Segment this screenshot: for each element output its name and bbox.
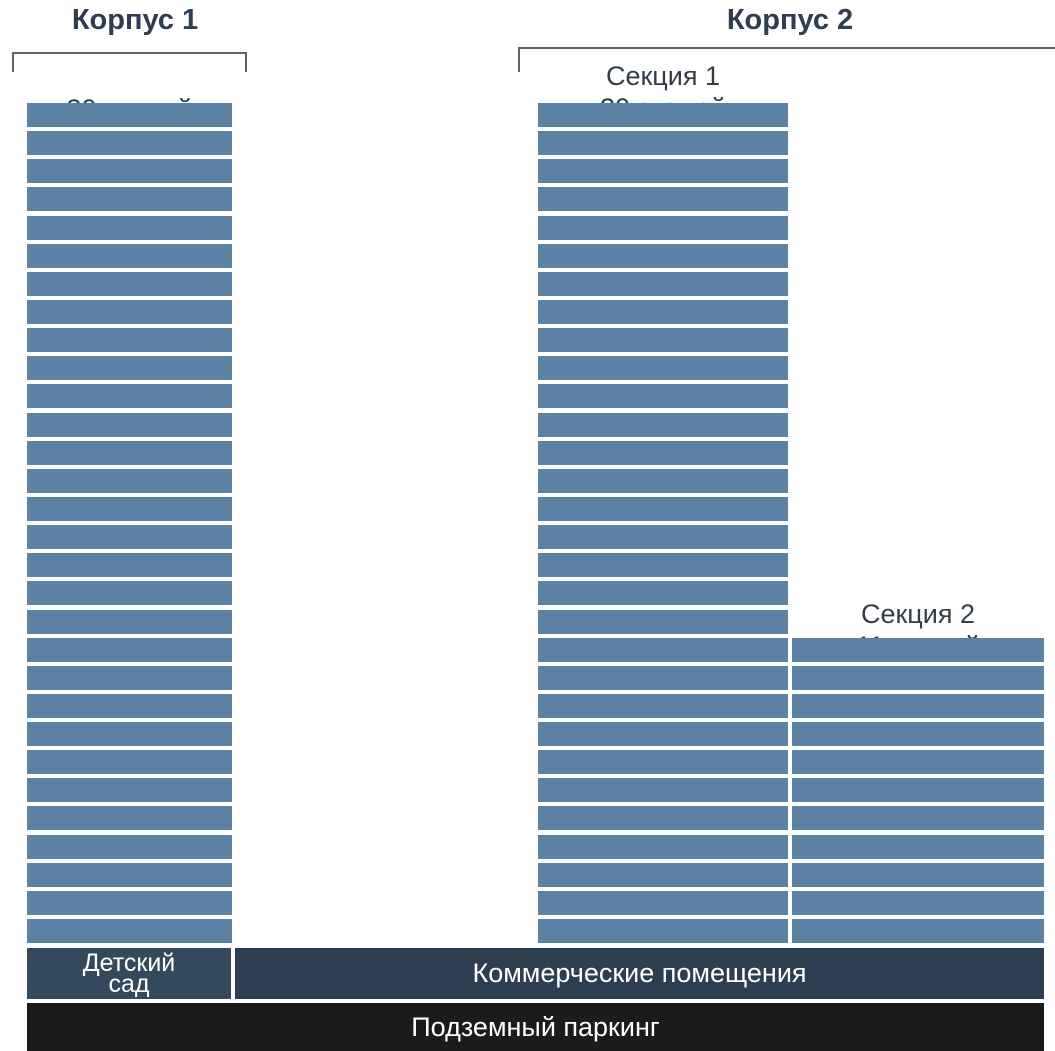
commercial-block: Коммерческие помещения <box>235 948 1044 999</box>
section2-floor <box>792 890 1044 915</box>
section1-floor <box>538 384 788 409</box>
building1-floor <box>27 693 232 718</box>
section1-floor <box>538 919 788 943</box>
kindergarten-line1: Детский <box>82 948 176 977</box>
building1-bracket <box>12 52 247 54</box>
building1-floor <box>27 553 232 578</box>
section1-floor <box>538 581 788 606</box>
kindergarten-block: Детский сад <box>27 948 231 999</box>
section1-floor <box>538 553 788 578</box>
section1-floor <box>538 131 788 156</box>
section2-floor <box>792 806 1044 831</box>
section1-floor <box>538 440 788 465</box>
building1-floor <box>27 806 232 831</box>
section2-floor <box>792 919 1044 943</box>
section1-floor <box>538 159 788 184</box>
building1-floor <box>27 637 232 662</box>
building1-floor <box>27 131 232 156</box>
section1-floor <box>538 356 788 381</box>
section1-floor <box>538 750 788 775</box>
section1-floor <box>538 299 788 324</box>
section2-floor <box>792 722 1044 746</box>
building1-floor <box>27 328 232 353</box>
building1-floor <box>27 271 232 296</box>
building1-floor <box>27 722 232 746</box>
building1-floor <box>27 890 232 915</box>
section1-floor <box>538 243 788 268</box>
building1-floor <box>27 496 232 521</box>
building1-floor <box>27 834 232 859</box>
section1-floor <box>538 609 788 634</box>
building1-floor <box>27 356 232 381</box>
section1-floor <box>538 328 788 353</box>
section1-floor <box>538 637 788 662</box>
building1-floor <box>27 384 232 409</box>
section1-floor <box>538 215 788 240</box>
section2-name: Секция 2 <box>860 599 975 629</box>
section1-floor <box>538 693 788 718</box>
section1-floor <box>538 778 788 803</box>
building1-floor <box>27 609 232 634</box>
section2-floor <box>792 778 1044 803</box>
building2-bracket-left <box>518 47 520 72</box>
building1-floor <box>27 159 232 184</box>
section1-floor <box>538 890 788 915</box>
building1-floor <box>27 187 232 212</box>
section1-floor <box>538 412 788 437</box>
section2-floor <box>792 637 1044 662</box>
section1-name: Секция 1 <box>605 61 720 91</box>
building1-bracket-left <box>12 52 14 72</box>
section1-floor <box>538 525 788 549</box>
section1-floor <box>538 102 788 127</box>
section1-floor <box>538 468 788 493</box>
parking-label: Подземный паркинг <box>411 1011 660 1042</box>
building1-floor <box>27 665 232 690</box>
section2-floor <box>792 834 1044 859</box>
kindergarten-line2: сад <box>108 969 150 998</box>
section1-floor <box>538 834 788 859</box>
building1-floor <box>27 919 232 943</box>
building1-floor <box>27 750 232 775</box>
section2-floor <box>792 693 1044 718</box>
building1-floor <box>27 215 232 240</box>
building1-floor <box>27 525 232 549</box>
section1-floor <box>538 496 788 521</box>
building1-floor <box>27 299 232 324</box>
section1-floor <box>538 187 788 212</box>
building1-floor <box>27 102 232 127</box>
section1-floor <box>538 665 788 690</box>
section2-floor <box>792 665 1044 690</box>
section1-floor <box>538 271 788 296</box>
building2-title: Корпус 2 <box>726 4 854 36</box>
building1-title: Корпус 1 <box>71 4 199 36</box>
section1-floor <box>538 806 788 831</box>
commercial-label: Коммерческие помещения <box>472 958 807 988</box>
building1-floor <box>27 468 232 493</box>
building2-bracket <box>518 47 1055 49</box>
parking-block: Подземный паркинг <box>27 1003 1044 1051</box>
building1-floor <box>27 778 232 803</box>
building1-floor <box>27 440 232 465</box>
building1-bracket-right <box>245 52 247 72</box>
section2-floor <box>792 750 1044 775</box>
section1-floor <box>538 722 788 746</box>
building1-floor <box>27 581 232 606</box>
building1-floor <box>27 412 232 437</box>
section2-floor <box>792 862 1044 887</box>
building1-floor <box>27 862 232 887</box>
section1-floor <box>538 862 788 887</box>
building1-floor <box>27 243 232 268</box>
